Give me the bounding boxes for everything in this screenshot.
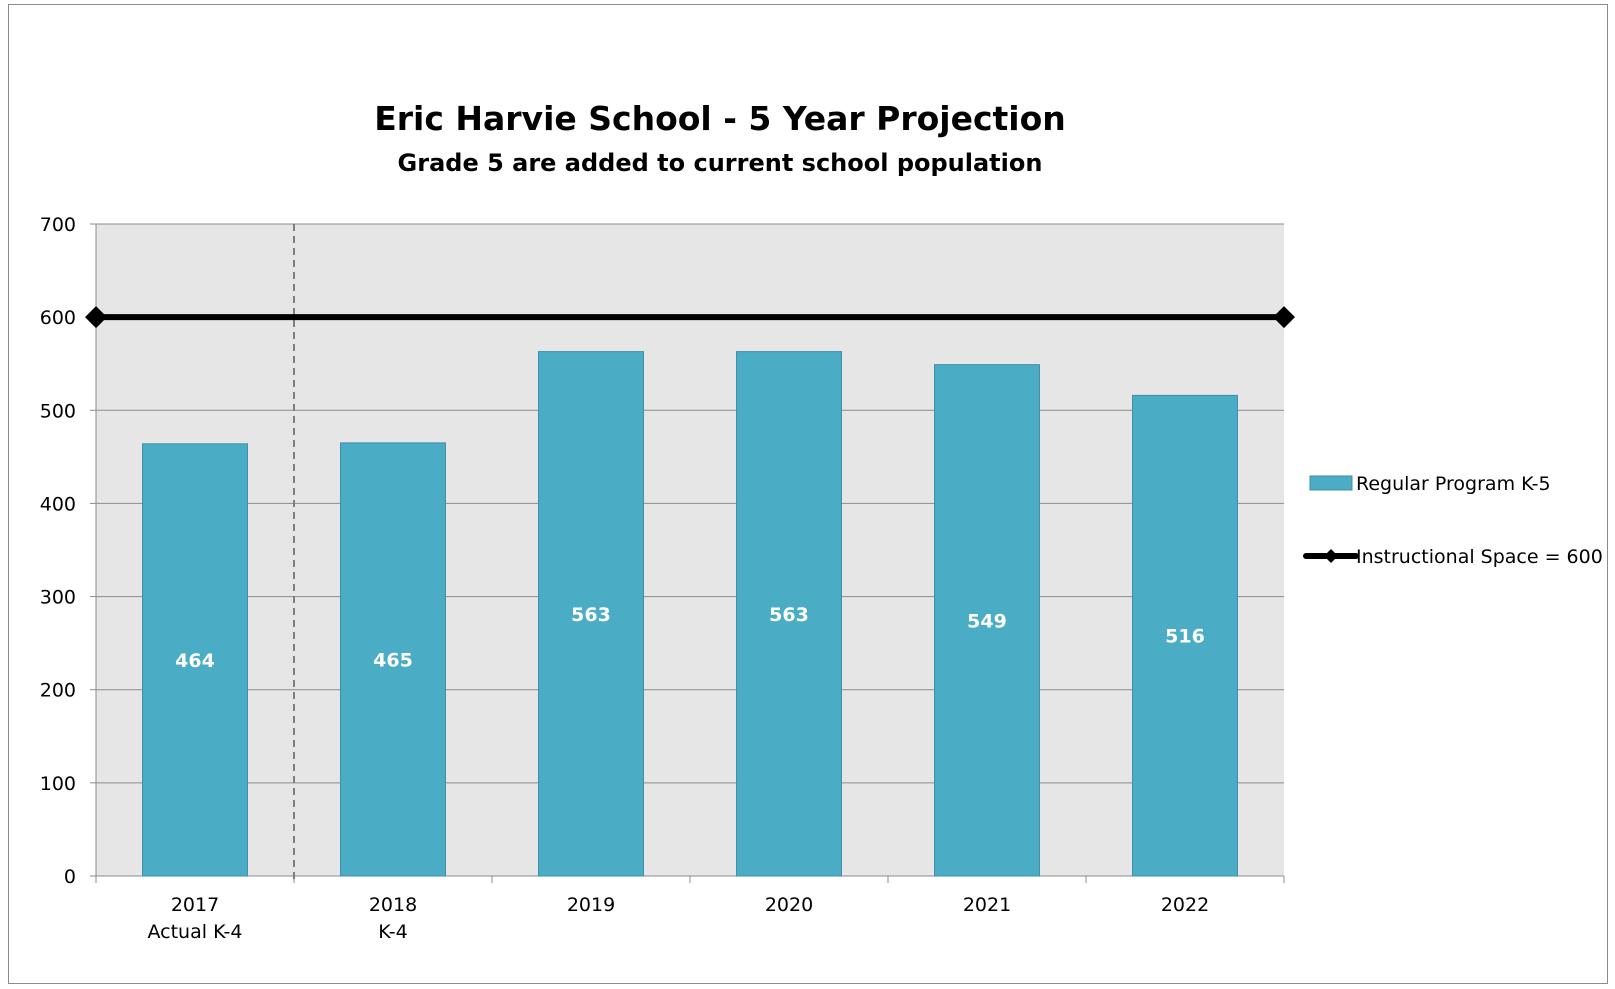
bar (934, 364, 1040, 877)
capacity-marker (1273, 306, 1295, 329)
bar-data-label: 465 (373, 649, 413, 671)
bar-data-label: 563 (571, 604, 611, 626)
y-tick-label: 300 (40, 587, 76, 609)
capacity-marker (85, 306, 107, 329)
plot-area: 0 100 200 300 400 500 600 700 464 465 563 563 549 516… (40, 214, 1295, 943)
legend-label: Regular Program K-5 (1356, 473, 1551, 495)
plot-background (96, 224, 1284, 876)
bar-data-label: 464 (175, 650, 215, 672)
chart-title: Eric Harvie School - 5 Year Projection (374, 99, 1066, 138)
legend-swatch-marker (1324, 549, 1338, 563)
x-tick-label: 2019 (567, 894, 615, 916)
y-tick-label: 400 (40, 493, 76, 515)
legend-swatch-bar (1309, 475, 1353, 491)
x-tick-label: 2020 (765, 894, 813, 916)
y-tick-label: 0 (64, 866, 76, 888)
y-tick-label: 100 (40, 773, 76, 795)
x-tick-label: 2017 (171, 894, 219, 916)
x-tick-label: 2018 (369, 894, 417, 916)
chart-subtitle: Grade 5 are added to current school popu… (398, 149, 1043, 177)
x-tick-label: 2022 (1161, 894, 1209, 916)
y-tick-label: 700 (40, 214, 76, 236)
bar-data-label: 549 (967, 610, 1007, 632)
bar (340, 442, 446, 877)
y-tick-label: 500 (40, 400, 76, 422)
legend-label: Instructional Space = 600 (1356, 546, 1603, 568)
bar-data-label: 563 (769, 604, 809, 626)
bar (1132, 394, 1238, 877)
x-tick-label: K-4 (378, 921, 407, 943)
bar (538, 351, 644, 877)
y-tick-label: 200 (40, 680, 76, 702)
bar (736, 351, 842, 877)
x-tick-label: 2021 (963, 894, 1011, 916)
bar (142, 443, 248, 877)
x-tick-label: Actual K-4 (148, 921, 243, 943)
y-tick-label: 600 (40, 307, 76, 329)
bar-data-label: 516 (1165, 626, 1205, 648)
legend: Regular Program K-5 Instructional Space =… (1303, 473, 1603, 568)
